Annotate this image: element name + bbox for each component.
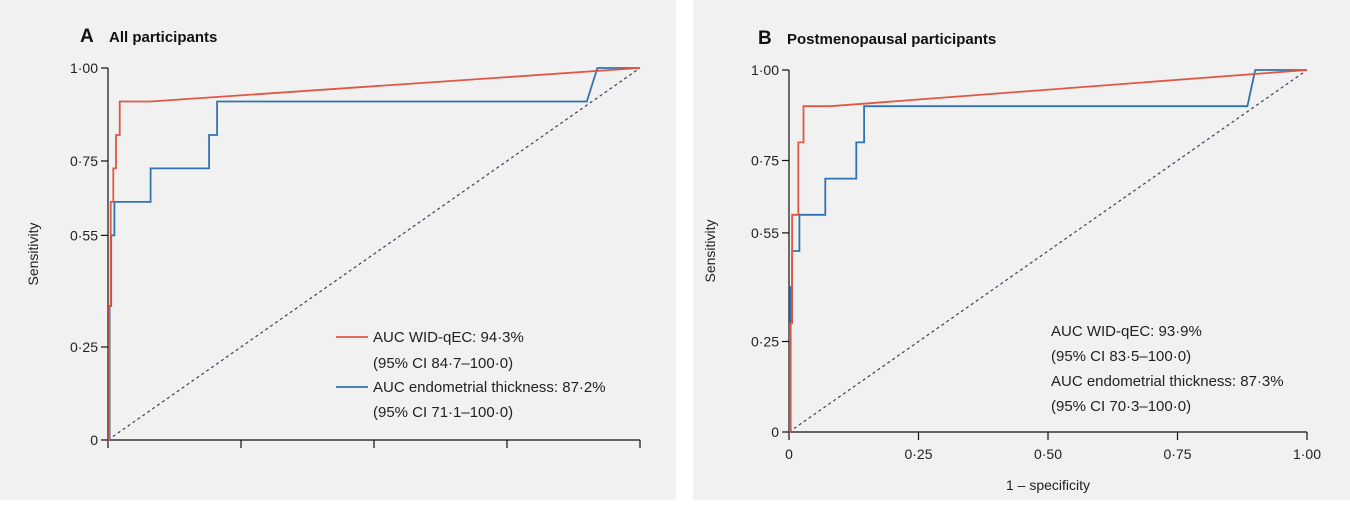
chart-a-legend-entry: AUC endometrial thickness: 87·2% xyxy=(373,379,606,396)
chart-b-y-tick-label: 1·00 xyxy=(751,62,779,78)
chart-b-legend-entry-ci: (95% CI 70·3–100·0) xyxy=(1051,398,1191,415)
chart-b-y-tick-label: 0·75 xyxy=(751,153,779,169)
chart-b-title: Postmenopausal participants xyxy=(787,31,996,48)
chart-b-y-tick-label: 0 xyxy=(771,424,779,440)
chart-panel-b: B Postmenopausal participants 0 0·25 0·55 0·7… xyxy=(693,0,1350,500)
chart-a-legend-entry: AUC WID-qEC: 94·3% xyxy=(373,329,524,346)
chart-b-legend-entry: AUC WID-qEC: 93·9% xyxy=(1051,323,1202,340)
chart-b-legend-entry: AUC endometrial thickness: 87·3% xyxy=(1051,373,1284,390)
chart-a-y-tick-label: 1·00 xyxy=(70,60,98,76)
chart-b-legend-entry-ci: (95% CI 83·5–100·0) xyxy=(1051,348,1191,365)
chart-a-series-line-wid-qec xyxy=(108,67,641,441)
chart-a-title: All participants xyxy=(109,29,217,46)
chart-b-x-tick-label: 0·75 xyxy=(1163,446,1191,462)
chart-a-y-tick-label: 0 xyxy=(90,432,98,448)
chart-b-panel-letter: B xyxy=(758,28,772,49)
chart-b-x-tick-label: 1·00 xyxy=(1293,446,1321,462)
chart-a-y-tick-label: 0·75 xyxy=(70,153,98,169)
chart-a-legend-entry-ci: (95% CI 71·1–100·0) xyxy=(373,404,513,421)
roc-chart-a: A All participants 0 0·25 0·55 0·75 1·00 Sensit… xyxy=(25,26,641,448)
chart-a-reference-diagonal xyxy=(107,67,641,441)
chart-a-y-axis-label: Sensitivity xyxy=(25,222,41,285)
chart-b-y-tick-label: 0·25 xyxy=(751,334,779,350)
chart-b-y-tick-label: 0·55 xyxy=(751,225,779,241)
chart-b-y-axis-label: Sensitivity xyxy=(702,219,718,282)
chart-a-legend-entry-ci: (95% CI 84·7–100·0) xyxy=(373,355,513,372)
chart-panel-a: A All participants 0 0·25 0·55 0·75 1·00 Sensit… xyxy=(0,0,676,500)
chart-b-x-tick-label: 0 xyxy=(785,446,793,462)
roc-chart-b: B Postmenopausal participants 0 0·25 0·55 0·7… xyxy=(702,28,1321,493)
chart-a-panel-letter: A xyxy=(80,26,94,47)
chart-a-y-tick-label: 0·55 xyxy=(70,227,98,243)
chart-a-y-tick-label: 0·25 xyxy=(70,339,98,355)
chart-b-x-tick-label: 0·50 xyxy=(1034,446,1062,462)
chart-b-x-axis-label: 1 – specificity xyxy=(1006,477,1090,493)
chart-b-series-line-wid-qec xyxy=(789,69,1308,433)
chart-b-x-tick-label: 0·25 xyxy=(904,446,932,462)
